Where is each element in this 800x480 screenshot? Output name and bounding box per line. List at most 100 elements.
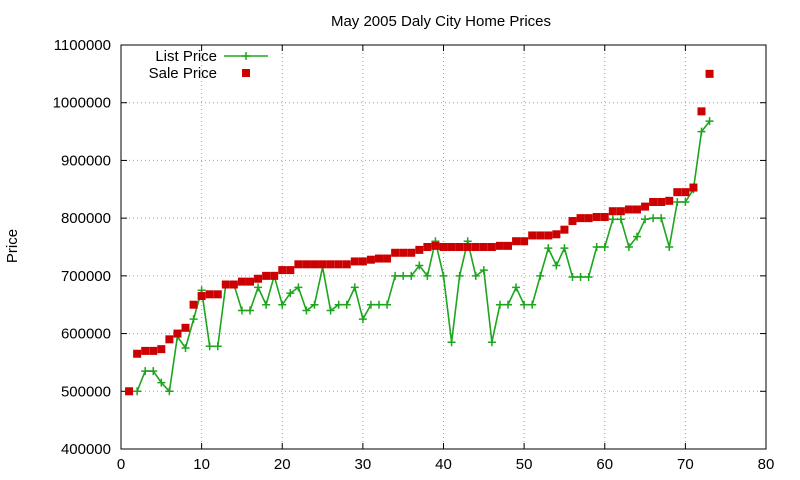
list-price-line (136, 120, 711, 394)
y-tick-label: 1000000 (53, 95, 111, 112)
list-price-point (342, 300, 351, 309)
sale-price-point (576, 214, 585, 223)
list-price-point (246, 306, 254, 315)
list-price-point (665, 243, 674, 251)
sale-price-point (133, 349, 142, 358)
sale-price-point (479, 243, 488, 251)
list-price-point (536, 271, 545, 280)
list-price-point (495, 300, 504, 309)
sale-price-point (624, 205, 633, 214)
sale-price-point (697, 107, 706, 116)
list-price-point (375, 300, 383, 309)
legend-swatch-marker (242, 69, 250, 77)
x-tick-label: 20 (274, 456, 291, 473)
sale-price-point (149, 346, 158, 355)
plot-area (125, 69, 714, 396)
x-tick-label: 80 (758, 456, 775, 473)
sale-price-point (399, 248, 408, 257)
sale-price-point (544, 231, 553, 240)
list-price-point (237, 306, 246, 315)
legend-label: List Price (155, 48, 217, 65)
list-price-point (512, 283, 521, 292)
sale-price-point (254, 274, 263, 283)
sale-price-point (383, 254, 392, 263)
plot-frame (120, 44, 767, 450)
x-tick-label: 30 (355, 456, 372, 473)
list-price-point (705, 117, 714, 126)
sale-price-point (600, 212, 609, 221)
x-tick-label: 0 (117, 456, 125, 473)
list-price-point (262, 300, 271, 309)
y-tick-label: 700000 (61, 268, 111, 285)
grid-lines (121, 45, 766, 449)
list-price-point (294, 283, 303, 292)
sale-price-point (665, 196, 674, 205)
sale-price-point (649, 197, 658, 206)
sale-price-point (520, 237, 529, 246)
sale-price-point (310, 260, 319, 269)
list-price-point (576, 273, 585, 282)
list-price-point (608, 215, 617, 224)
sale-price-point (205, 290, 214, 299)
sale-price-point (633, 205, 641, 214)
list-price-point (423, 271, 432, 280)
sale-price-point (197, 292, 206, 301)
sale-price-point (318, 260, 327, 269)
list-price-point (415, 261, 424, 270)
list-price-point (528, 300, 537, 309)
sale-price-point (415, 245, 424, 254)
y-tick-label: 400000 (61, 441, 111, 458)
sale-price-point (592, 212, 601, 221)
sale-price-point (157, 345, 166, 354)
list-price-point (681, 197, 690, 206)
sale-price-point (689, 183, 698, 192)
list-price-point (213, 342, 222, 351)
list-price-point (302, 306, 311, 315)
list-price-point (544, 244, 553, 253)
chart-title: May 2005 Daly City Home Prices (331, 13, 551, 30)
sale-price-point (165, 335, 174, 344)
list-price-point (286, 289, 295, 298)
list-price-point (165, 387, 174, 396)
sale-price-point (512, 237, 521, 246)
sale-price-point (141, 346, 150, 355)
y-axis-label: Price (4, 229, 21, 263)
sale-price-point (221, 280, 230, 289)
legend-label: Sale Price (149, 65, 217, 82)
list-price-point (552, 261, 561, 270)
sale-price-point (237, 277, 246, 286)
sale-price-point (657, 197, 666, 206)
sale-price-point (568, 217, 577, 226)
sale-price-point (439, 243, 448, 251)
list-price-point (326, 306, 335, 315)
list-price-point (254, 283, 263, 292)
list-price-point (181, 344, 190, 352)
sale-price-point (423, 243, 432, 251)
sale-price-point (552, 230, 561, 239)
sale-price-point (366, 255, 375, 264)
sale-price-point (294, 260, 303, 269)
y-tick-label: 600000 (61, 326, 111, 343)
sale-price-point (495, 241, 504, 250)
sale-price-point (246, 277, 254, 286)
list-price-point (447, 338, 456, 347)
sale-price-point (350, 257, 359, 266)
sale-price-point (673, 188, 682, 197)
sale-price-point (278, 266, 287, 275)
sale-price-point (455, 243, 464, 251)
list-price-point (383, 300, 392, 309)
list-price-point (673, 197, 682, 206)
list-price-point (487, 338, 496, 347)
sale-price-point (681, 188, 690, 197)
sale-price-point (189, 300, 198, 309)
sale-price-point (326, 260, 335, 269)
sale-price-point (302, 260, 311, 269)
sale-price-point (528, 231, 537, 240)
sale-price-point (536, 231, 545, 240)
sale-price-point (584, 214, 593, 223)
sale-price-point (286, 266, 295, 275)
list-price-point (399, 271, 408, 280)
list-price-point (278, 300, 287, 309)
sale-price-point (447, 243, 456, 251)
